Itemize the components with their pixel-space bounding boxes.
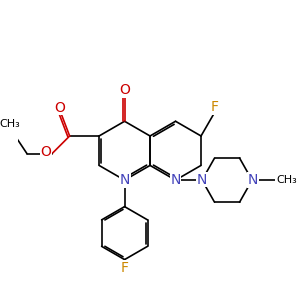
Text: N: N bbox=[170, 173, 181, 187]
Text: CH₃: CH₃ bbox=[276, 175, 297, 185]
Text: F: F bbox=[211, 100, 219, 114]
Text: F: F bbox=[121, 261, 129, 275]
Text: CH₃: CH₃ bbox=[0, 119, 20, 129]
Text: O: O bbox=[54, 101, 65, 115]
Text: N: N bbox=[120, 173, 130, 187]
Text: N: N bbox=[248, 173, 258, 187]
Text: O: O bbox=[40, 145, 51, 159]
Text: N: N bbox=[197, 172, 207, 187]
Text: O: O bbox=[119, 83, 130, 97]
